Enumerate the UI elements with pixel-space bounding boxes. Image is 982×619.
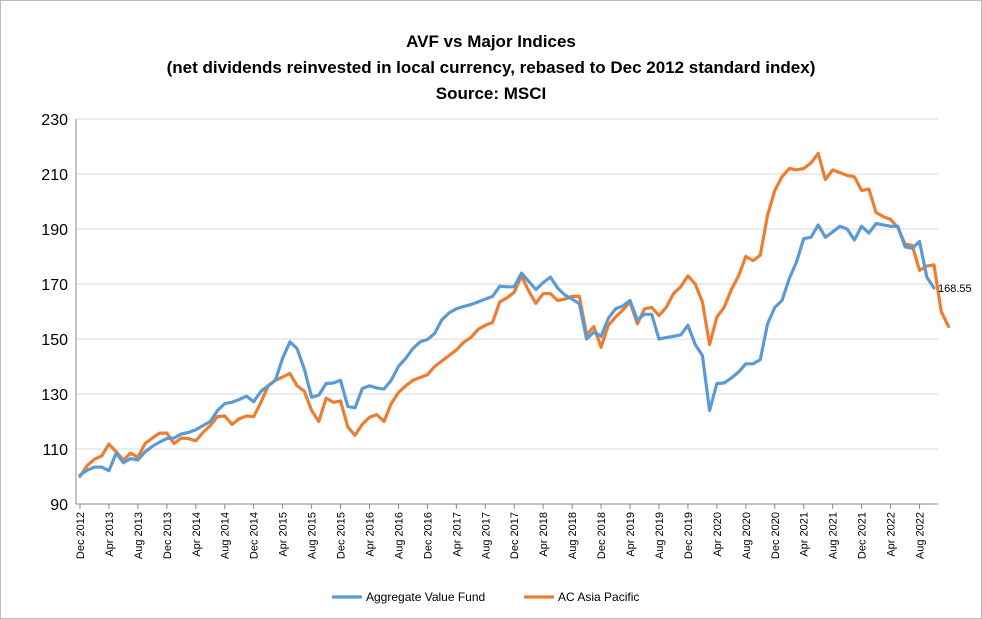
y-tick-label: 130 (41, 387, 68, 404)
x-tick-label: Aug 2020 (741, 512, 753, 559)
x-tick-label: Dec 2018 (596, 512, 608, 559)
chart-source: Source: MSCI (435, 84, 547, 103)
x-tick-label: Dec 2014 (249, 512, 261, 559)
legend-label-aggregate-value-fund: Aggregate Value Fund (366, 590, 485, 604)
x-tick-label: Aug 2013 (133, 512, 145, 559)
x-axis-ticks: Dec 2012 Apr 2013 Aug 2013 Dec 2013 Apr 2014… (75, 504, 927, 559)
y-tick-label: 110 (42, 442, 68, 459)
y-tick-label: 90 (50, 497, 68, 514)
x-tick-label: Apr 2013 (104, 512, 116, 557)
x-tick-label: Apr 2015 (278, 512, 290, 557)
end-value-label: 168.55 (938, 283, 972, 295)
x-tick-label: Aug 2016 (393, 512, 405, 559)
x-tick-label: Aug 2017 (480, 512, 492, 559)
y-tick-label: 210 (41, 167, 68, 184)
y-tick-label: 150 (41, 332, 68, 349)
x-tick-label: Dec 2019 (683, 512, 695, 559)
gridlines (76, 118, 938, 505)
x-tick-label: Aug 2015 (307, 512, 319, 559)
x-tick-label: Dec 2013 (162, 512, 174, 559)
series-line-ac-asia-pacific (78, 151, 951, 479)
y-axis-ticks: 90 110 130 150 170 190 210 230 (41, 112, 68, 514)
x-tick-label: Apr 2016 (364, 512, 376, 557)
series-line-aggregate-value-fund (78, 221, 936, 477)
x-tick-label: Apr 2018 (538, 512, 550, 557)
x-tick-label: Apr 2021 (799, 512, 811, 557)
legend-label-ac-asia-pacific: AC Asia Pacific (558, 590, 639, 604)
x-tick-label: Aug 2021 (828, 512, 840, 559)
x-tick-label: Apr 2017 (451, 512, 463, 557)
x-tick-label: Dec 2015 (336, 512, 348, 559)
x-tick-label: Dec 2021 (857, 512, 869, 559)
axes (75, 119, 938, 505)
y-tick-label: 190 (41, 222, 68, 239)
y-tick-label: 230 (41, 112, 68, 129)
x-tick-label: Dec 2020 (770, 512, 782, 559)
series-lines (78, 151, 951, 479)
x-tick-label: Aug 2019 (654, 512, 666, 559)
y-tick-label: 170 (41, 277, 68, 294)
x-tick-label: Dec 2012 (75, 512, 87, 559)
chart-title: AVF vs Major Indices (406, 32, 576, 51)
x-tick-label: Apr 2019 (625, 512, 637, 557)
x-tick-label: Apr 2014 (191, 512, 203, 557)
x-tick-label: Apr 2022 (886, 512, 898, 557)
x-tick-label: Aug 2022 (915, 512, 927, 559)
x-tick-label: Dec 2017 (509, 512, 521, 559)
x-tick-label: Aug 2018 (567, 512, 579, 559)
legend: Aggregate Value Fund AC Asia Pacific (332, 590, 639, 604)
chart-subtitle: (net dividends reinvested in local curre… (166, 58, 816, 77)
x-tick-label: Apr 2020 (712, 512, 724, 557)
x-tick-label: Aug 2014 (220, 512, 232, 559)
x-tick-label: Dec 2016 (422, 512, 434, 559)
